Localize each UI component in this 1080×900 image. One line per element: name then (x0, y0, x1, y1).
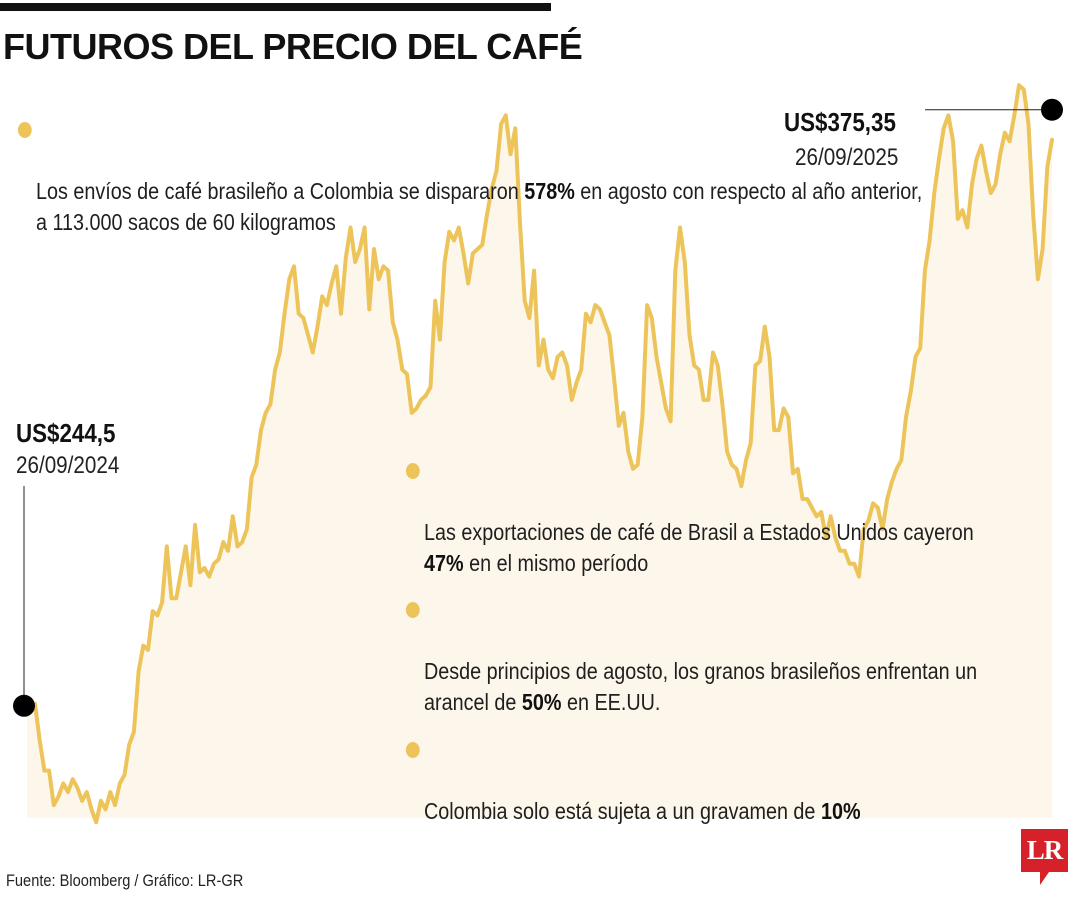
lr-logo: LR (1021, 829, 1068, 872)
note-highlight: 50% (521, 689, 562, 715)
note-text: en el mismo período (463, 550, 649, 576)
note-colombia-tax: Colombia solo está sujeta a un gravamen … (405, 734, 861, 827)
note-highlight: 578% (524, 178, 575, 204)
bullet-dot (405, 742, 420, 758)
end-point-marker (1041, 98, 1063, 121)
note-brazil-usa: Las exportaciones de café de Brasil a Es… (405, 455, 988, 579)
end-price-label: US$375,35 (784, 107, 896, 137)
note-text: Las exportaciones de café de Brasil a Es… (424, 519, 974, 545)
end-date-label: 26/09/2025 (795, 144, 899, 171)
bullet-dot (405, 463, 420, 479)
chart-title: FUTUROS DEL PRECIO DEL CAFÉ (3, 26, 583, 67)
note-text: Desde principios de agosto, los granos b… (424, 658, 978, 715)
note-text: en agosto con respecto al año anterior, … (36, 178, 923, 235)
start-point-marker (13, 694, 35, 717)
top-rule (0, 3, 551, 11)
bullet-dot (17, 122, 32, 138)
note-highlight: 10% (820, 798, 861, 824)
note-highlight: 47% (424, 550, 464, 576)
price-area-fill (27, 85, 1052, 823)
note-tariff-usa: Desde principios de agosto, los granos b… (405, 594, 988, 718)
bullet-dot (405, 602, 420, 618)
start-price-label: US$244,5 (16, 418, 116, 448)
note-text: en EE.UU. (561, 689, 661, 715)
note-text: Colombia solo está sujeta a un gravamen … (424, 798, 821, 824)
price-line (33, 83, 1054, 825)
start-date-label: 26/09/2024 (16, 452, 120, 479)
source-credit: Fuente: Bloomberg / Gráfico: LR-GR (6, 871, 244, 890)
lr-logo-tail (1040, 872, 1049, 885)
note-brazil-colombia: Los envíos de café brasileño a Colombia … (17, 114, 934, 238)
note-text: Los envíos de café brasileño a Colombia … (36, 178, 525, 204)
